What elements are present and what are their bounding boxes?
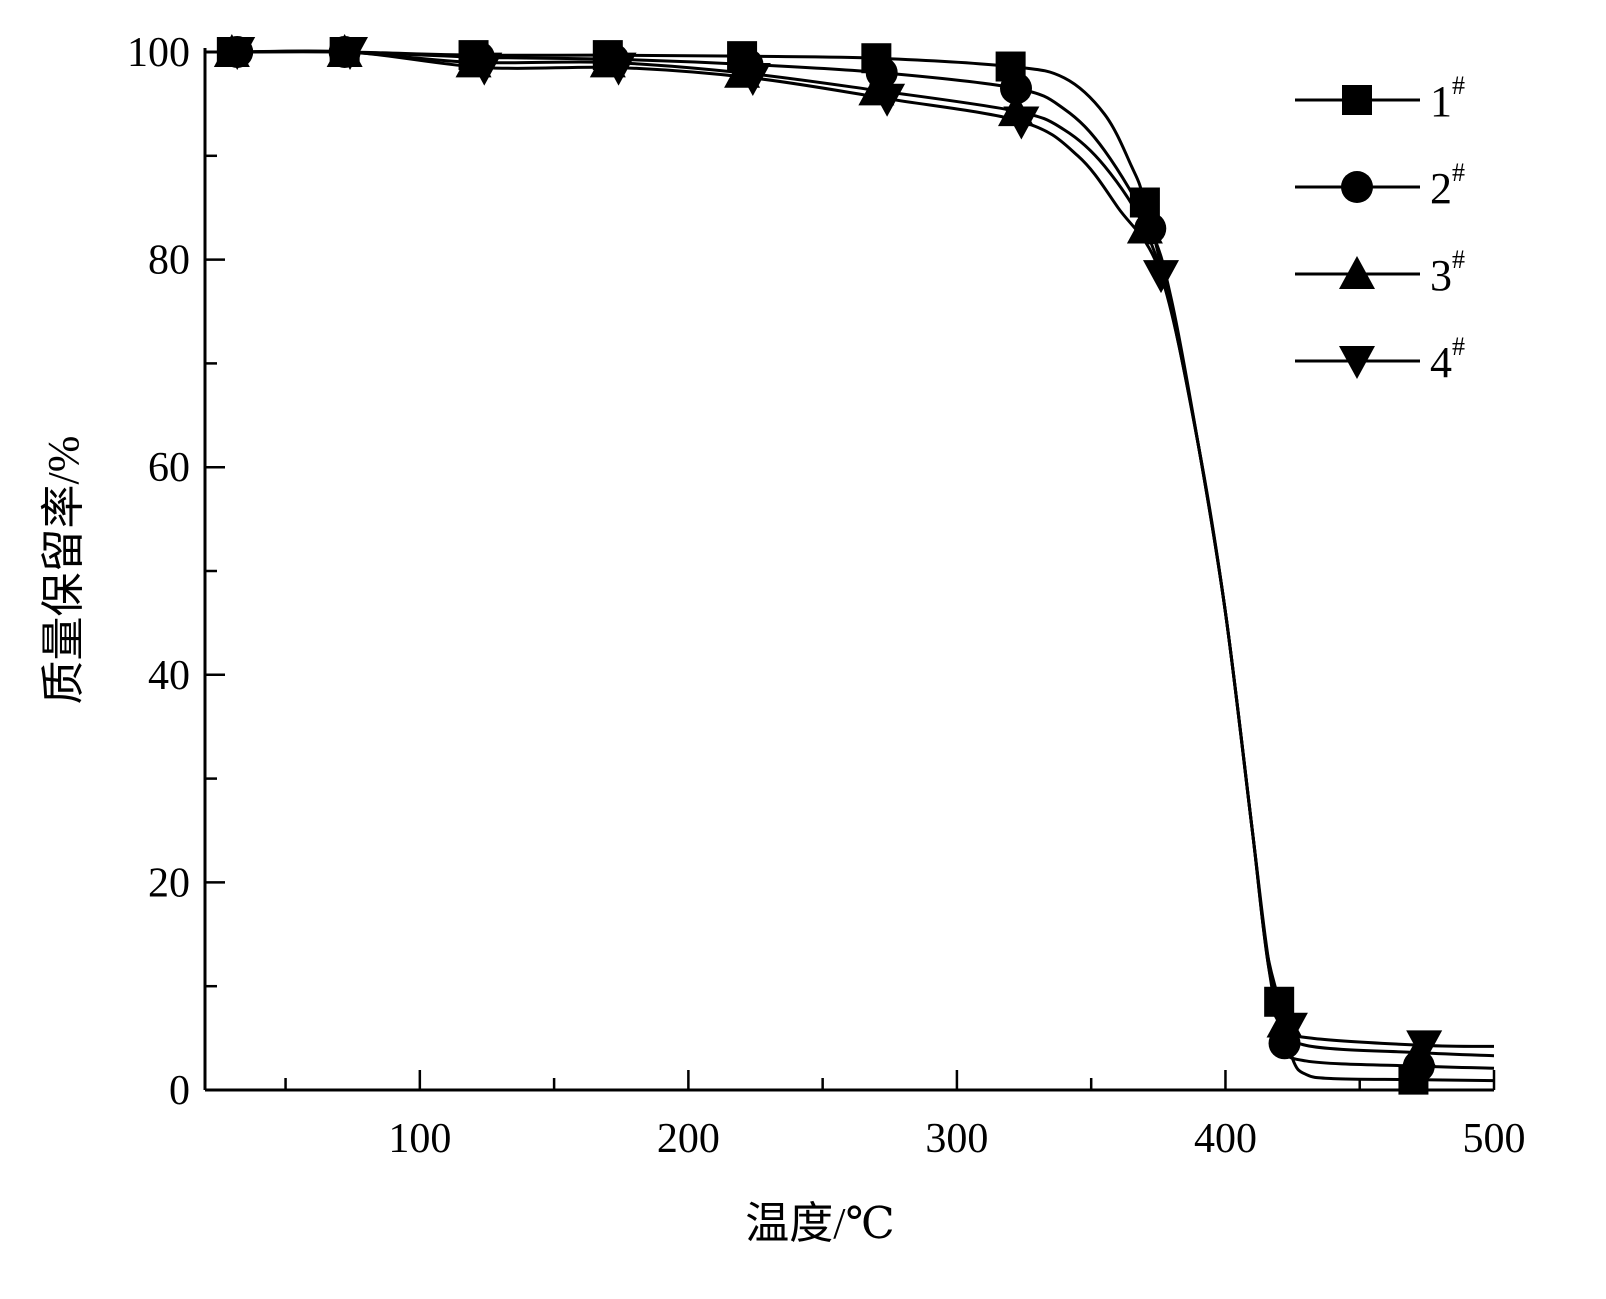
legend-label: 1# <box>1430 71 1465 126</box>
circle-marker <box>999 72 1032 105</box>
x-tick-label: 500 <box>1463 1116 1526 1162</box>
triangle-down-marker <box>869 83 906 117</box>
legend-item-4: 4# <box>1295 332 1465 387</box>
legend-label-sup: # <box>1452 332 1465 361</box>
x-tick-label: 200 <box>657 1116 720 1162</box>
triangle-down-marker <box>466 52 503 86</box>
legend-square-marker <box>1342 85 1372 115</box>
legend-label-sup: # <box>1452 71 1465 100</box>
triangle-down-marker <box>1406 1030 1443 1064</box>
y-tick-label: 100 <box>127 30 190 76</box>
x-tick-label: 400 <box>1194 1116 1257 1162</box>
y-tick-label: 0 <box>169 1068 190 1114</box>
triangle-down-marker <box>600 52 637 86</box>
x-axis-title: 温度/℃ <box>745 1199 894 1248</box>
y-axis-title: 质量保留率/% <box>39 436 88 705</box>
legend-item-1: 1# <box>1295 71 1465 126</box>
series-4 <box>204 37 1495 1064</box>
y-tick-label: 20 <box>148 860 190 906</box>
legend-triangle-down-marker <box>1339 346 1375 379</box>
triangle-down-marker <box>332 37 369 70</box>
series-line <box>204 49 1495 1048</box>
y-tick-label: 80 <box>148 238 190 284</box>
series-line <box>204 50 1495 1083</box>
series-2 <box>204 36 1495 1083</box>
triangle-up-marker <box>1126 210 1163 244</box>
legend-triangle-up-marker <box>1339 256 1375 289</box>
x-tick-label: 100 <box>388 1116 451 1162</box>
series-group <box>204 34 1495 1095</box>
legend-circle-marker <box>1341 171 1373 203</box>
legend-item-3: 3# <box>1295 245 1465 300</box>
triangle-down-marker <box>219 37 256 70</box>
legend-label-sup: # <box>1452 245 1465 274</box>
legend-label: 4# <box>1430 332 1465 387</box>
legend-item-2: 2# <box>1295 158 1465 213</box>
legend-label-sup: # <box>1452 158 1465 187</box>
legend-label: 2# <box>1430 158 1465 213</box>
series-1 <box>204 37 1495 1095</box>
triangle-down-marker <box>734 62 771 96</box>
legend-label: 3# <box>1430 245 1465 300</box>
legend: 1# 2# 3# 4# <box>1295 71 1465 387</box>
x-tick-label: 300 <box>925 1116 988 1162</box>
triangle-down-marker <box>1271 1012 1308 1046</box>
series-3 <box>204 34 1495 1068</box>
series-line <box>204 49 1495 1058</box>
triangle-down-marker <box>1003 106 1040 140</box>
series-line <box>204 50 1495 1070</box>
triangle-down-marker <box>1143 260 1180 294</box>
axes: 100 200 300 400 500 0 20 40 60 80 100 <box>127 30 1526 1162</box>
y-tick-label: 60 <box>148 445 190 491</box>
y-tick-label: 40 <box>148 653 190 699</box>
